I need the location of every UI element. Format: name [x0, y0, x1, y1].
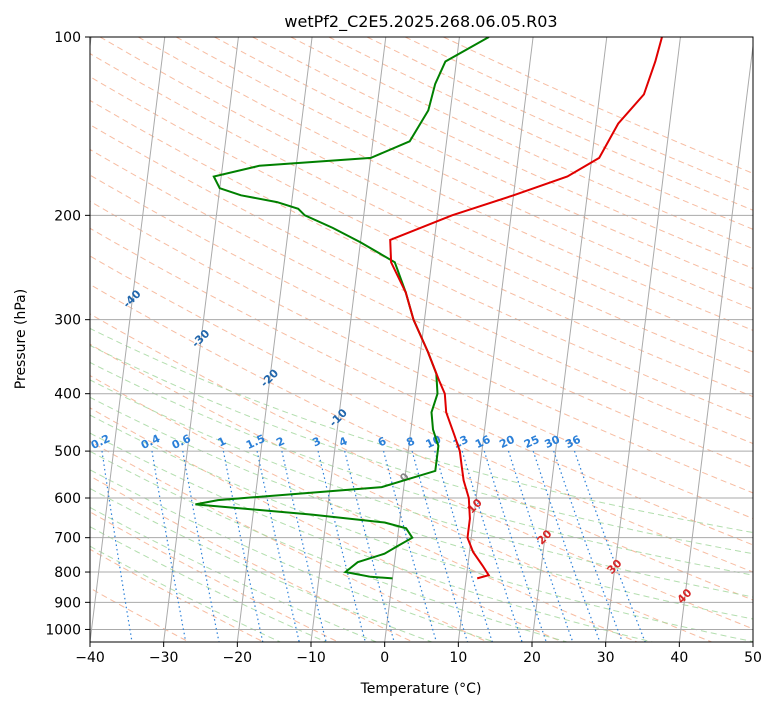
- mixing-ratio-line: [532, 450, 601, 642]
- dry-adiabat: [90, 511, 339, 642]
- dry-adiabat: [90, 255, 753, 573]
- mixing-ratio-line: [573, 450, 646, 642]
- mixing-ratio-line: [411, 450, 469, 642]
- x-tick-label: 0: [380, 650, 389, 666]
- y-tick-label: 400: [54, 387, 81, 403]
- x-axis-ticks: −40 −30 −20 −10 0 10 20 30 40 50: [75, 642, 762, 666]
- dry-adiabat: [90, 53, 753, 375]
- dry-adiabat: [90, 124, 753, 445]
- isotherm: [90, 37, 166, 642]
- moist-adiabat: [90, 344, 753, 555]
- dry-adiabat: [90, 200, 753, 520]
- dry-adiabat: [90, 313, 753, 630]
- moist-adiabat: [90, 526, 327, 642]
- dry-adiabat: [176, 37, 753, 310]
- x-tick-label: 30: [597, 650, 615, 666]
- y-tick-label: 300: [54, 313, 81, 329]
- dry-adiabat: [99, 37, 753, 353]
- dry-adiabat: [90, 76, 753, 398]
- isotherm: [236, 37, 313, 642]
- y-tick-label: 900: [54, 595, 81, 611]
- dry-adiabat: [137, 37, 753, 331]
- dry-adiabat: [90, 174, 753, 494]
- dry-adiabats: [90, 37, 753, 642]
- mixing-ratio-line: [281, 450, 327, 642]
- y-tick-label: 200: [54, 208, 81, 224]
- isotherm: [678, 41, 753, 642]
- mixing-ratio-label: 25: [522, 433, 541, 451]
- y-axis-ticks: 100 200 300 400 500 600 700 800 900 1000: [45, 30, 90, 638]
- mixing-ratio-label: 30: [543, 433, 563, 451]
- mixing-ratio-line: [461, 450, 523, 642]
- moist-adiabat: [90, 414, 753, 642]
- x-tick-label: −20: [223, 650, 253, 666]
- mixing-ratio-line: [317, 450, 366, 642]
- dry-adiabat: [90, 148, 753, 469]
- mixing-ratio-line: [507, 450, 574, 642]
- isotherm: [310, 37, 387, 642]
- moist-adiabat: [90, 506, 377, 642]
- y-tick-label: 100: [54, 30, 81, 46]
- plot-frame: [89, 36, 754, 643]
- x-tick-label: −30: [149, 650, 179, 666]
- y-tick-label: 1000: [45, 622, 81, 638]
- x-tick-label: 40: [670, 650, 688, 666]
- moist-adiabat: [90, 327, 753, 534]
- mixing-ratio-line: [483, 450, 547, 642]
- x-tick-label: 50: [744, 650, 762, 666]
- mixing-ratio-label: 20: [497, 433, 517, 451]
- y-tick-label: 700: [54, 531, 81, 547]
- dry-adiabat: [90, 343, 712, 642]
- isotherm: [457, 37, 534, 642]
- mixing-ratio-line: [256, 450, 300, 642]
- temperature-line: [389, 37, 663, 580]
- x-tick-label: −40: [75, 650, 105, 666]
- mixing-ratio-label: 36: [563, 433, 583, 451]
- x-tick-label: 20: [523, 650, 541, 666]
- y-tick-label: 600: [54, 491, 81, 507]
- y-tick-label: 800: [54, 565, 81, 581]
- x-tick-label: −10: [296, 650, 326, 666]
- mixing-ratio-line: [434, 450, 493, 642]
- mixing-ratio-label: 16: [473, 433, 493, 451]
- chart-title: wetPf2_C2E5.2025.268.06.05.R03: [284, 12, 557, 32]
- dry-adiabat: [90, 374, 638, 642]
- dry-adiabat: [90, 99, 753, 421]
- dry-adiabat: [90, 587, 190, 642]
- moist-adiabat: [90, 487, 432, 642]
- y-axis-label: Pressure (hPa): [13, 289, 29, 389]
- pressure-gridlines: [90, 37, 753, 630]
- moist-adiabat: [90, 469, 495, 642]
- dry-adiabat: [90, 227, 753, 546]
- plot-area: -100-90-80-70-60-50-40-30-20-10010203040…: [90, 37, 753, 642]
- dry-adiabat: [90, 475, 414, 642]
- mixing-ratio-line: [553, 450, 623, 642]
- y-tick-label: 500: [54, 444, 81, 460]
- isotherm: [531, 37, 608, 642]
- x-tick-label: 10: [449, 650, 467, 666]
- isotherm: [605, 37, 681, 642]
- isotherm: [163, 37, 239, 642]
- isotherms: [90, 37, 753, 642]
- moist-adiabat: [90, 361, 753, 576]
- mixing-ratio-lines: [101, 450, 646, 642]
- dry-adiabat: [214, 37, 753, 290]
- x-axis-label: Temperature (°C): [360, 681, 482, 697]
